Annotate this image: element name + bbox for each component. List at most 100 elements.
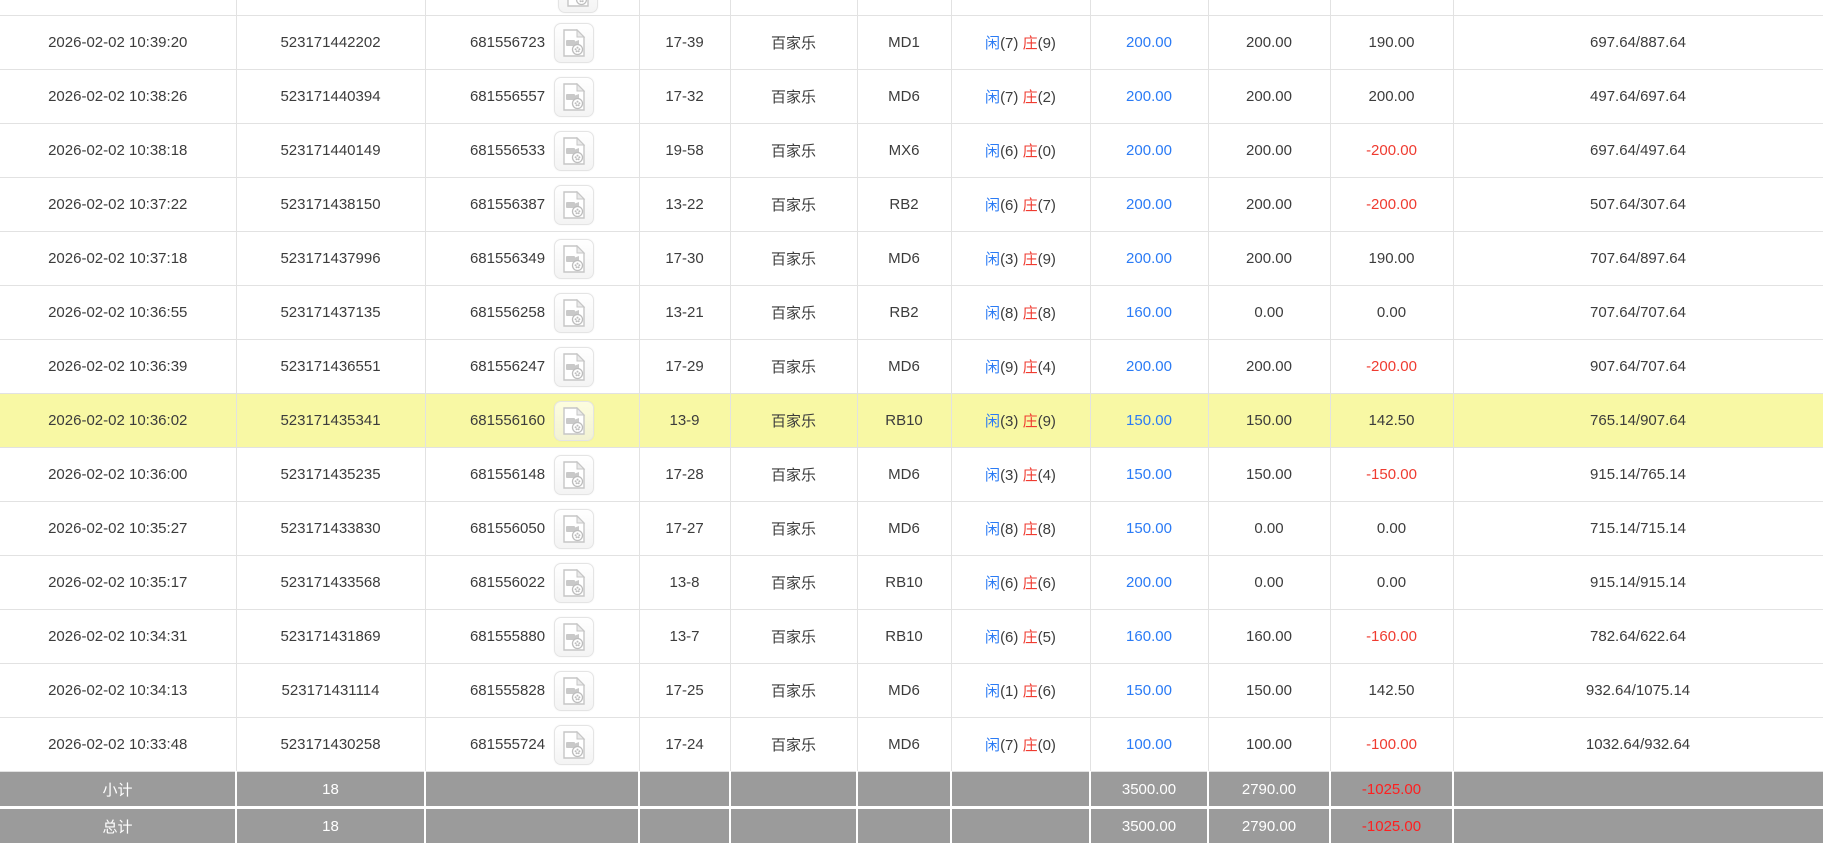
video-file-icon (563, 136, 586, 165)
banker-label: 庄 (1022, 305, 1038, 322)
win-loss: -200.00 (1329, 177, 1454, 232)
player-score: (3) (1000, 467, 1019, 484)
table-row[interactable]: 2026-02-02 10:35:17 523171433568 6815560… (0, 555, 1823, 610)
table-row[interactable]: 2026-02-02 10:36:39 523171436551 6815562… (0, 339, 1823, 394)
bet-id: 523171433568 (235, 555, 426, 610)
table-row[interactable]: 2026-02-02 10:39:20 523171442202 6815567… (0, 15, 1823, 70)
bet-id: 523171437135 (235, 285, 426, 340)
player-label: 闲 (985, 467, 1001, 484)
bet-time: 2026-02-02 10:38:26 (0, 69, 237, 124)
banker-score: (9) (1037, 413, 1056, 430)
player-score: (8) (1000, 305, 1019, 322)
shoe-round: 17-32 (638, 69, 731, 124)
video-replay-button[interactable] (554, 130, 595, 171)
valid-amount: 100.00 (1207, 717, 1331, 772)
shoe-round: 17-29 (638, 339, 731, 394)
video-replay-button[interactable] (554, 184, 595, 225)
table-row[interactable]: 2026-02-02 10:37:22 523171438150 6815563… (0, 177, 1823, 232)
table-code: MD6 (856, 339, 952, 394)
video-file-icon (563, 352, 586, 381)
video-replay-button[interactable] (554, 238, 595, 279)
valid-amount: 200.00 (1207, 339, 1331, 394)
round-cell: 681556247 (424, 339, 640, 394)
table-row[interactable]: 2026-02-02 10:37:18 523171437996 6815563… (0, 231, 1823, 286)
player-label: 闲 (985, 683, 1001, 700)
win-loss: 142.50 (1329, 663, 1454, 718)
balance: 765.14/907.64 (1452, 393, 1823, 448)
bet-id: 523171430258 (235, 717, 426, 772)
video-replay-button[interactable] (554, 562, 595, 603)
balance: 915.14/915.14 (1452, 555, 1823, 610)
balance: 707.64/707.64 (1452, 285, 1823, 340)
banker-label: 庄 (1022, 89, 1038, 106)
video-file-icon (563, 298, 586, 327)
total-winloss-total: -1025.00 (1330, 806, 1454, 843)
subtotal-count: 18 (236, 771, 426, 808)
banker-score: (6) (1037, 575, 1056, 592)
game-name: 百家乐 (729, 339, 858, 394)
table-row[interactable]: 2026-02-02 10:38:26 523171440394 6815565… (0, 69, 1823, 124)
player-label: 闲 (985, 575, 1001, 592)
video-replay-button[interactable] (554, 508, 595, 549)
table-row[interactable]: 2026-02-02 10:36:00 523171435235 6815561… (0, 447, 1823, 502)
player-label: 闲 (985, 521, 1001, 538)
video-replay-button[interactable] (554, 454, 595, 495)
banker-label: 庄 (1022, 143, 1038, 160)
player-score: (6) (1000, 143, 1019, 160)
total-count: 18 (236, 806, 426, 843)
game-name: 百家乐 (729, 177, 858, 232)
subtotal-label: 小计 (0, 771, 237, 808)
banker-label: 庄 (1022, 35, 1038, 52)
video-replay-button[interactable] (554, 724, 595, 765)
table-code: RB2 (856, 285, 952, 340)
player-score: (6) (1000, 629, 1019, 646)
round-cell: 681556148 (424, 447, 640, 502)
table-row[interactable]: 2026-02-02 10:36:55 523171437135 6815562… (0, 285, 1823, 340)
round-cell: 681556022 (424, 555, 640, 610)
shoe-round: 13-9 (638, 393, 731, 448)
balance: 915.14/765.14 (1452, 447, 1823, 502)
table-row[interactable]: 2026-02-02 10:34:13 523171431114 6815558… (0, 663, 1823, 718)
game-result: 闲(7) 庄(2) (950, 69, 1091, 124)
balance: 782.64/622.64 (1452, 609, 1823, 664)
win-loss: 142.50 (1329, 393, 1454, 448)
video-replay-button[interactable] (554, 400, 595, 441)
table-row[interactable]: 2026-02-02 10:35:27 523171433830 6815560… (0, 501, 1823, 556)
video-file-icon (563, 244, 586, 273)
video-replay-button[interactable] (554, 22, 595, 63)
player-score: (1) (1000, 683, 1019, 700)
game-result: 闲(7) 庄(0) (950, 717, 1091, 772)
player-score: (6) (1000, 197, 1019, 214)
table-code: RB10 (856, 609, 952, 664)
total-empty-cell (730, 806, 858, 843)
bet-time: 2026-02-02 10:36:55 (0, 285, 237, 340)
partial-round-cell (424, 0, 640, 16)
subtotal-empty-cell (639, 771, 731, 808)
player-label: 闲 (985, 89, 1001, 106)
bet-id: 523171436551 (235, 339, 426, 394)
table-row[interactable]: 2026-02-02 10:38:18 523171440149 6815565… (0, 123, 1823, 178)
game-name: 百家乐 (729, 231, 858, 286)
banker-score: (8) (1037, 521, 1056, 538)
bet-amount: 100.00 (1089, 717, 1209, 772)
video-replay-button[interactable] (554, 292, 595, 333)
bet-amount: 200.00 (1089, 69, 1209, 124)
game-result: 闲(6) 庄(6) (950, 555, 1091, 610)
subtotal-winloss-total: -1025.00 (1330, 771, 1454, 808)
video-replay-button[interactable] (554, 346, 595, 387)
table-row[interactable]: 2026-02-02 10:36:02 523171435341 6815561… (0, 393, 1823, 448)
video-replay-button[interactable] (557, 0, 598, 13)
bet-amount: 160.00 (1089, 609, 1209, 664)
partial-cell (856, 0, 952, 16)
win-loss: 200.00 (1329, 69, 1454, 124)
banker-score: (2) (1037, 89, 1056, 106)
video-replay-button[interactable] (554, 670, 595, 711)
table-row[interactable]: 2026-02-02 10:33:48 523171430258 6815557… (0, 717, 1823, 772)
banker-label: 庄 (1022, 197, 1038, 214)
banker-score: (4) (1037, 467, 1056, 484)
game-result: 闲(6) 庄(5) (950, 609, 1091, 664)
table-row[interactable]: 2026-02-02 10:34:31 523171431869 6815558… (0, 609, 1823, 664)
video-replay-button[interactable] (554, 616, 595, 657)
video-replay-button[interactable] (554, 76, 595, 117)
bet-amount: 160.00 (1089, 285, 1209, 340)
